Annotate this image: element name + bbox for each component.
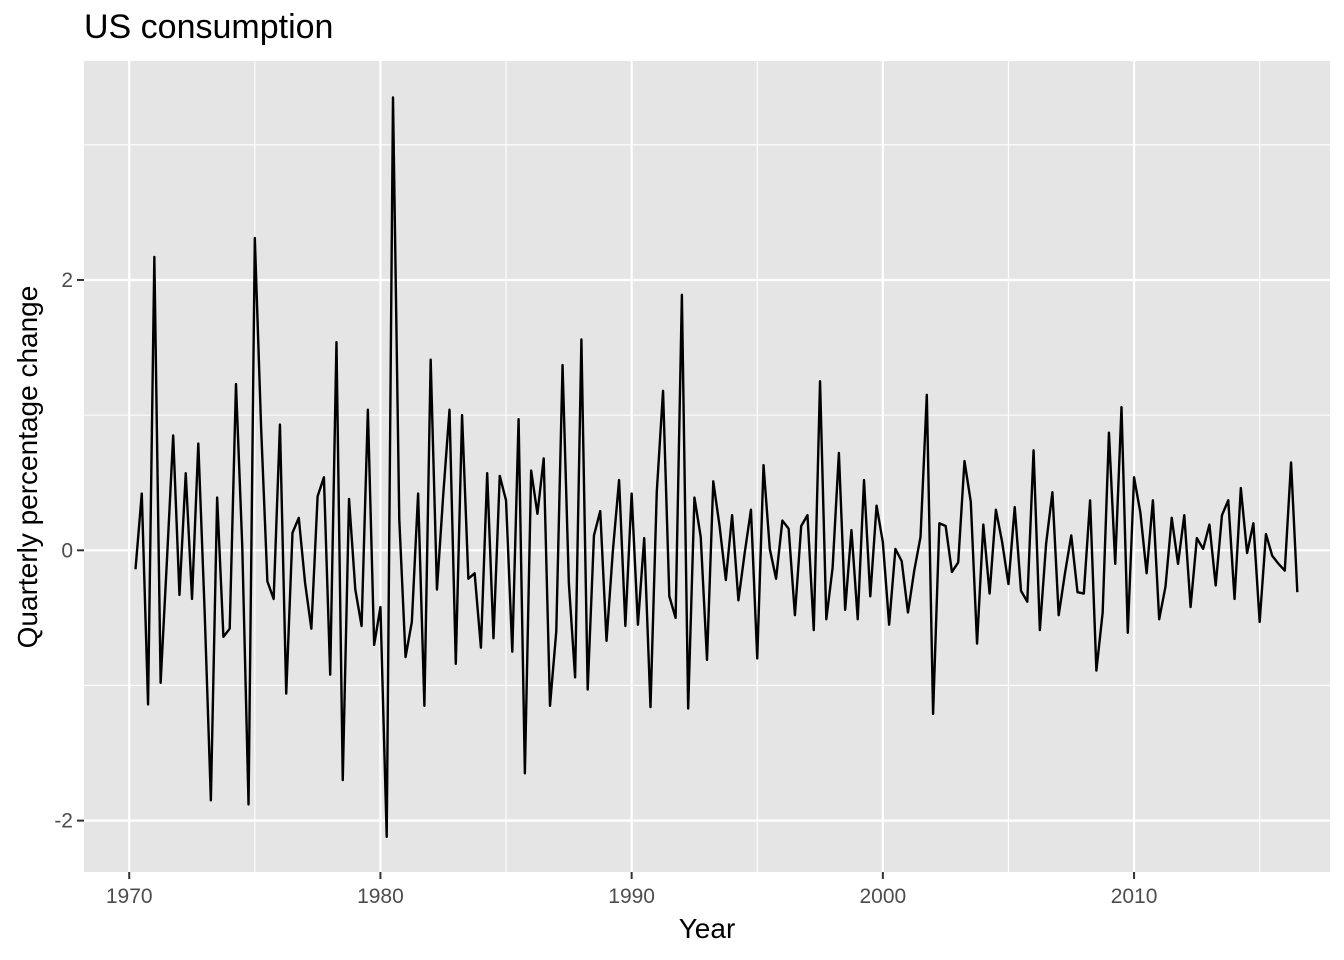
y-axis: -2 0 2 <box>54 269 84 833</box>
major-gridlines <box>84 61 1330 872</box>
y-tick-label: -2 <box>54 810 73 833</box>
x-tick-label: 1970 <box>106 885 153 908</box>
x-tick-label: 2010 <box>1111 885 1158 908</box>
x-axis-label: Year <box>679 913 736 944</box>
plot-panel <box>84 61 1330 872</box>
x-tick-label: 1980 <box>357 885 404 908</box>
y-tick-label: 0 <box>61 539 73 562</box>
x-tick-label: 2000 <box>859 885 906 908</box>
x-axis: 1970 1980 1990 2000 2010 <box>106 872 1158 908</box>
series-line <box>134 96 1299 839</box>
y-tick-label: 2 <box>61 269 73 292</box>
series-layer <box>134 96 1299 839</box>
y-axis-label: Quarterly percentage change <box>12 286 43 649</box>
x-tick-label: 1990 <box>608 885 655 908</box>
chart-title: US consumption <box>84 8 334 46</box>
